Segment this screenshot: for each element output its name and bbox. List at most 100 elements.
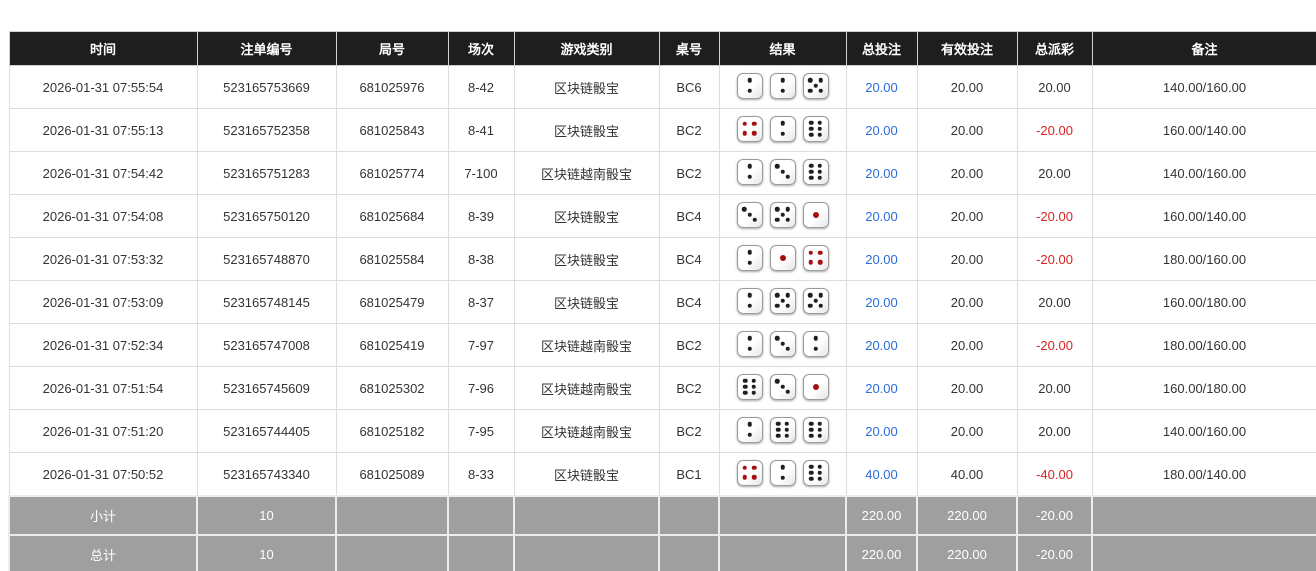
die-icon-4 — [802, 244, 829, 271]
cell-total_bet[interactable]: 20.00 — [845, 323, 918, 367]
cell-round: 681025774 — [335, 151, 449, 195]
col-header-game: 游戏类别 — [513, 31, 660, 66]
cell-total_bet[interactable]: 20.00 — [845, 280, 918, 324]
cell-time: 2026-01-31 07:54:42 — [8, 151, 198, 195]
cell-remark: 180.00/140.00 — [1091, 452, 1316, 497]
cell-game: 区块链越南骰宝 — [513, 323, 660, 367]
dice-result — [736, 158, 829, 185]
cell-table_no: BC2 — [658, 108, 720, 152]
cell-remark: 160.00/180.00 — [1091, 366, 1316, 410]
die-icon-2 — [769, 72, 796, 99]
cell-total_bet[interactable]: 20.00 — [845, 366, 918, 410]
cell-round: 681025302 — [335, 366, 449, 410]
die-icon-4 — [736, 115, 763, 142]
cell-bet_id: 523165750120 — [196, 194, 337, 238]
die-icon-3 — [769, 373, 796, 400]
col-header-table_no: 桌号 — [658, 31, 720, 66]
cell-valid_bet: 40.00 — [916, 452, 1018, 497]
cell-total_bet[interactable]: 20.00 — [845, 65, 918, 109]
die-icon-6 — [769, 416, 796, 443]
dice-result — [736, 416, 829, 443]
dice-result — [736, 244, 829, 271]
cell-time: 2026-01-31 07:53:09 — [8, 280, 198, 324]
die-icon-3 — [769, 158, 796, 185]
cell-remark: 180.00/160.00 — [1091, 237, 1316, 281]
cell-session: 7-96 — [447, 366, 515, 410]
col-header-result: 结果 — [718, 31, 847, 66]
die-icon-6 — [802, 416, 829, 443]
cell-result — [718, 108, 847, 152]
cell-game: 区块链越南骰宝 — [513, 366, 660, 410]
cell-session: 7-95 — [447, 409, 515, 453]
die-icon-1 — [802, 201, 829, 228]
cell-round: 681025976 — [335, 65, 449, 109]
cell-round: 681025684 — [335, 194, 449, 238]
die-icon-2 — [736, 416, 763, 443]
cell-game: 区块链越南骰宝 — [513, 151, 660, 195]
cell-table_no: BC2 — [658, 323, 720, 367]
dice-result — [736, 287, 829, 314]
cell-session: 8-33 — [447, 452, 515, 497]
cell-result — [718, 280, 847, 324]
dice-result — [736, 201, 829, 228]
cell-time: 2026-01-31 07:50:52 — [8, 452, 198, 497]
table-row: 2026-01-31 07:54:08 523165750120 681025684… — [8, 194, 1316, 238]
cell-bet_id: 523165744405 — [196, 409, 337, 453]
cell-bet_id: 523165743340 — [196, 452, 337, 497]
cell-bet_id: 523165753669 — [196, 65, 337, 109]
subtotal-row-total-bet: 220.00 — [845, 495, 918, 536]
cell-time: 2026-01-31 07:51:54 — [8, 366, 198, 410]
cell-round: 681025182 — [335, 409, 449, 453]
cell-game: 区块链骰宝 — [513, 280, 660, 324]
cell-game: 区块链骰宝 — [513, 237, 660, 281]
cell-game: 区块链骰宝 — [513, 452, 660, 497]
die-icon-5 — [769, 201, 796, 228]
cell-round: 681025843 — [335, 108, 449, 152]
die-icon-2 — [802, 330, 829, 357]
die-icon-3 — [736, 201, 763, 228]
dice-result — [736, 115, 829, 142]
total-row-valid-bet: 220.00 — [916, 534, 1018, 571]
cell-bet_id: 523165747008 — [196, 323, 337, 367]
col-header-total_bet: 总投注 — [845, 31, 918, 66]
table-row: 2026-01-31 07:54:42 523165751283 681025774… — [8, 151, 1316, 195]
cell-bet_id: 523165748870 — [196, 237, 337, 281]
cell-session: 8-39 — [447, 194, 515, 238]
cell-bet_id: 523165751283 — [196, 151, 337, 195]
die-icon-5 — [802, 72, 829, 99]
cell-valid_bet: 20.00 — [916, 108, 1018, 152]
cell-total_bet[interactable]: 20.00 — [845, 151, 918, 195]
dice-result — [736, 72, 829, 99]
table-row: 2026-01-31 07:55:13 523165752358 681025843… — [8, 108, 1316, 152]
cell-total_bet[interactable]: 40.00 — [845, 452, 918, 497]
total-row-session-empty — [447, 534, 515, 571]
cell-bet_id: 523165748145 — [196, 280, 337, 324]
die-icon-6 — [802, 459, 829, 486]
col-header-bet_id: 注单编号 — [196, 31, 337, 66]
cell-bet_id: 523165752358 — [196, 108, 337, 152]
cell-result — [718, 452, 847, 497]
cell-session: 7-97 — [447, 323, 515, 367]
col-header-payout: 总派彩 — [1016, 31, 1093, 66]
cell-table_no: BC2 — [658, 409, 720, 453]
cell-remark: 140.00/160.00 — [1091, 65, 1316, 109]
cell-remark: 140.00/160.00 — [1091, 409, 1316, 453]
cell-remark: 160.00/140.00 — [1091, 194, 1316, 238]
total-row: 总计 10 220.00 220.00 -20.00 — [8, 534, 1316, 571]
cell-result — [718, 366, 847, 410]
cell-valid_bet: 20.00 — [916, 409, 1018, 453]
cell-total_bet[interactable]: 20.00 — [845, 108, 918, 152]
cell-time: 2026-01-31 07:51:20 — [8, 409, 198, 453]
cell-total_bet[interactable]: 20.00 — [845, 194, 918, 238]
cell-total_bet[interactable]: 20.00 — [845, 409, 918, 453]
col-header-valid_bet: 有效投注 — [916, 31, 1018, 66]
subtotal-row-label: 小计 — [8, 495, 198, 536]
cell-session: 8-38 — [447, 237, 515, 281]
total-row-total-bet: 220.00 — [845, 534, 918, 571]
cell-result — [718, 194, 847, 238]
dice-result — [736, 373, 829, 400]
cell-total_bet[interactable]: 20.00 — [845, 237, 918, 281]
table-row: 2026-01-31 07:52:34 523165747008 681025419… — [8, 323, 1316, 367]
cell-remark: 160.00/180.00 — [1091, 280, 1316, 324]
die-icon-4 — [736, 459, 763, 486]
